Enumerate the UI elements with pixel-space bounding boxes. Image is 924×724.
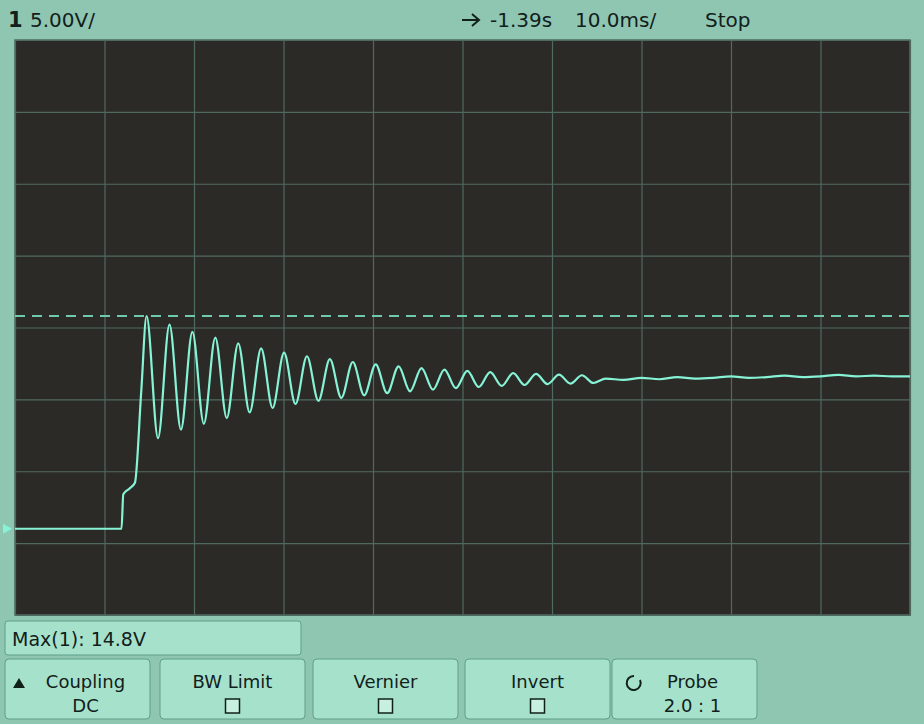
- y-grid-line: [15, 184, 910, 185]
- ground-marker: [3, 524, 12, 534]
- menu-arrow: [13, 678, 25, 688]
- y-grid: [15, 41, 910, 616]
- x-axis-line: [16, 40, 911, 616]
- measurement-box: [5, 621, 301, 655]
- y-tick: [15, 184, 910, 185]
- x-grid: [16, 40, 911, 616]
- plot: [15, 316, 910, 529]
- y-grid-line: [15, 543, 910, 544]
- checkbox: [379, 699, 393, 713]
- time-per-div: 10.0ms/: [575, 8, 656, 32]
- max-cursor: [15, 315, 910, 317]
- softkey: Coupling DC: [5, 659, 150, 719]
- softkey: Vernier: [313, 659, 458, 719]
- softkey-label: BW Limit: [193, 671, 273, 692]
- softkey-label: Invert: [511, 671, 564, 692]
- plot-frame: [15, 40, 910, 615]
- delay: -1.39s: [490, 8, 552, 32]
- checkbox: [531, 699, 545, 713]
- softkey-box: [160, 659, 305, 719]
- softkey-box: [465, 659, 610, 719]
- y-tick: [15, 256, 910, 257]
- knob-icon: [627, 676, 641, 690]
- softkey-value: DC: [72, 695, 98, 716]
- checkbox: [226, 699, 240, 713]
- delay-arrow: [462, 14, 479, 26]
- softkey-label: Coupling: [46, 671, 125, 692]
- softkey-label: Vernier: [354, 671, 419, 692]
- status-bar: 1 5.00V/ -1.39s 10.0ms/Stop: [8, 8, 750, 32]
- y-axis-line: [16, 41, 911, 616]
- y-tick: [15, 471, 910, 472]
- softkey-value: 2.0 : 1: [664, 695, 722, 716]
- y-tick: [15, 543, 910, 544]
- measurement: Max(1): 14.8V: [12, 628, 146, 650]
- screen: [15, 40, 910, 615]
- softkey-label: Probe: [667, 671, 718, 692]
- scope: 1 5.00V/ -1.39s 10.0ms/Stop Max(1): 14.8V Cou…: [0, 0, 924, 724]
- volts-per-div: 5.00V/: [30, 8, 95, 32]
- softkey-box: [5, 659, 150, 719]
- run-state: Stop: [705, 8, 750, 32]
- softkey-box: [612, 659, 757, 719]
- y-grid-line: [15, 256, 910, 257]
- y-tick: [15, 112, 910, 113]
- softkey-box: [313, 659, 458, 719]
- channel: 1: [8, 8, 23, 32]
- bezel: [0, 0, 924, 724]
- softkey: BW Limit: [160, 659, 305, 719]
- y-grid-line: [15, 399, 910, 400]
- softkey: Invert: [465, 659, 610, 719]
- softkey: Probe 2.0 : 1: [612, 659, 757, 719]
- y-grid-line: [15, 112, 910, 113]
- y-grid-line: [15, 471, 910, 472]
- trace: [15, 316, 910, 529]
- y-tick: [15, 399, 910, 400]
